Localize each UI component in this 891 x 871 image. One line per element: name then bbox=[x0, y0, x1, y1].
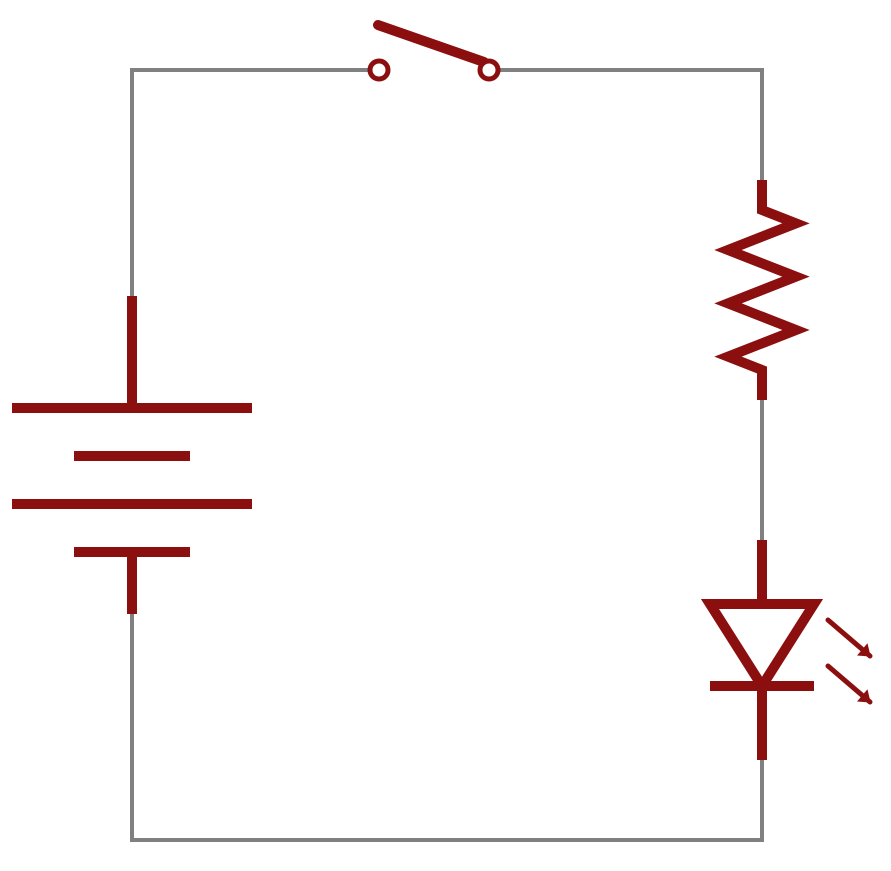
led-triangle bbox=[710, 604, 814, 686]
resistor bbox=[728, 180, 796, 400]
switch-contact-right bbox=[480, 61, 498, 79]
circuit-diagram bbox=[0, 0, 891, 871]
switch-arm bbox=[378, 25, 484, 62]
switch-contact-left bbox=[370, 61, 388, 79]
